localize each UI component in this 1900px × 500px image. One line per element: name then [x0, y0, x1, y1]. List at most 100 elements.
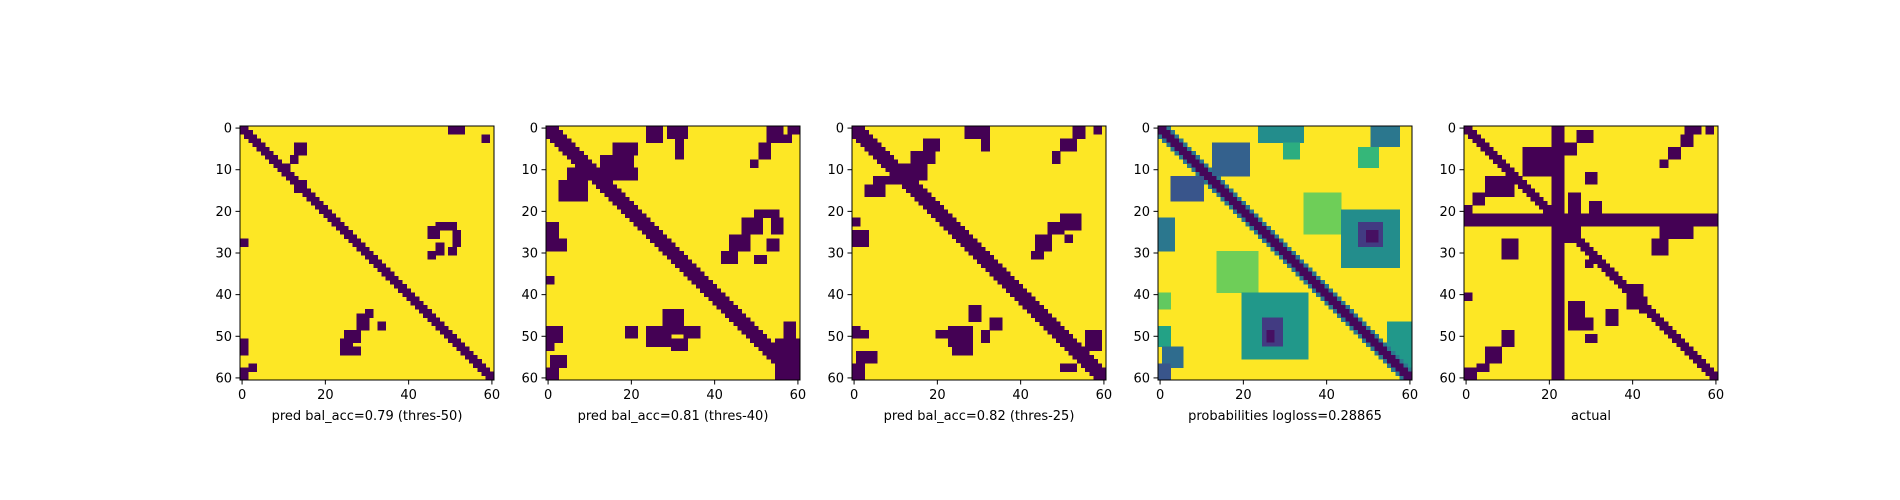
heatmap-cell	[981, 134, 986, 139]
heatmap-cell	[546, 234, 551, 239]
heatmap-cell	[1391, 213, 1396, 218]
heatmap-cell	[1270, 321, 1275, 327]
heatmap-cell	[1563, 217, 1569, 223]
heatmap-cell	[1307, 205, 1313, 210]
heatmap-cell	[1655, 317, 1661, 323]
heatmap-cell	[1166, 221, 1171, 227]
heatmap-cell	[1324, 209, 1330, 214]
heatmap-cell	[779, 126, 784, 131]
heatmap-cell	[1282, 342, 1288, 348]
heatmap-cell	[1568, 192, 1573, 198]
heatmap-cell	[554, 130, 559, 135]
heatmap-cell	[604, 155, 609, 160]
heatmap-cell	[1270, 138, 1275, 143]
heatmap-cell	[1341, 225, 1346, 231]
heatmap-cell	[1559, 346, 1565, 352]
heatmap-cell	[1505, 192, 1511, 198]
heatmap-cell	[1597, 205, 1602, 210]
heatmap-cell	[1262, 325, 1267, 331]
heatmap-cell	[1484, 192, 1490, 198]
heatmap-cell	[1378, 230, 1384, 235]
heatmap-cell	[1274, 338, 1280, 343]
heatmap-cell	[889, 167, 894, 173]
heatmap-cell	[1287, 130, 1292, 135]
heatmap-cell	[860, 142, 865, 148]
heatmap-cell	[729, 317, 734, 323]
heatmap-cell	[1237, 167, 1242, 173]
heatmap-cell	[1484, 363, 1490, 368]
heatmap-cell	[935, 209, 940, 214]
heatmap-cell	[1559, 155, 1565, 160]
heatmap-cell	[1312, 200, 1317, 206]
heatmap-cell	[766, 142, 772, 148]
heatmap-cell	[452, 246, 457, 252]
heatmap-cell	[770, 350, 776, 356]
heatmap-cell	[1228, 255, 1234, 260]
heatmap-cell	[1476, 363, 1481, 368]
heatmap-cell	[1382, 242, 1388, 248]
heatmap-cell	[775, 242, 780, 248]
heatmap-cell	[985, 134, 990, 139]
heatmap-cell	[658, 238, 663, 243]
heatmap-cell	[1593, 213, 1598, 218]
heatmap-cell	[1505, 221, 1511, 227]
heatmap-cell	[1382, 250, 1388, 256]
heatmap-cell	[1403, 371, 1409, 377]
heatmap-cell	[1559, 134, 1565, 139]
heatmap-cell	[670, 309, 676, 314]
y-tick-label: 30	[215, 247, 232, 262]
heatmap-cell	[729, 246, 734, 252]
heatmap-cell	[558, 138, 563, 143]
heatmap-cell	[897, 167, 903, 173]
heatmap-cell	[754, 213, 759, 218]
heatmap-cell	[1572, 205, 1577, 210]
heatmap-cell	[356, 317, 362, 323]
heatmap-cell	[872, 192, 878, 198]
heatmap-cell	[1278, 330, 1284, 335]
heatmap-cell	[1216, 142, 1221, 148]
heatmap-cell	[1399, 371, 1405, 377]
heatmap-cell	[1332, 205, 1338, 210]
heatmap-cell	[389, 280, 395, 285]
heatmap-cell	[1663, 325, 1669, 331]
heatmap-cell	[1162, 130, 1167, 135]
y-tick-label: 20	[1133, 205, 1150, 220]
heatmap-cell	[1262, 317, 1267, 323]
heatmap-cell	[1568, 309, 1573, 314]
heatmap-cell	[1559, 284, 1565, 289]
heatmap-cell	[550, 238, 555, 243]
heatmap-cell	[1399, 338, 1405, 343]
heatmap-cell	[922, 150, 928, 156]
heatmap-cell	[1568, 217, 1573, 223]
heatmap-cell	[1158, 246, 1163, 252]
heatmap-cell	[546, 130, 551, 135]
heatmap-cell	[431, 230, 437, 235]
heatmap-cell	[1555, 246, 1561, 252]
heatmap-cell	[791, 350, 797, 356]
heatmap-cell	[1257, 300, 1263, 306]
heatmap-cell	[294, 146, 299, 152]
heatmap-cell	[729, 305, 734, 310]
heatmap-cell	[691, 280, 697, 285]
heatmap-cell	[419, 309, 424, 314]
heatmap-cell	[1518, 175, 1523, 181]
heatmap-cell	[1484, 188, 1490, 193]
heatmap-cell	[910, 167, 915, 173]
heatmap-cell	[1349, 230, 1355, 235]
heatmap-cell	[248, 367, 253, 373]
heatmap-cell	[981, 330, 986, 335]
heatmap-cell	[1035, 246, 1040, 252]
heatmap-cell	[679, 138, 684, 143]
heatmap-cell	[729, 309, 734, 314]
heatmap-cell	[240, 371, 245, 377]
heatmap-cell	[1387, 259, 1392, 264]
heatmap-cell	[704, 288, 709, 293]
heatmap-cell	[1316, 288, 1321, 293]
heatmap-cell	[1199, 175, 1205, 181]
heatmap-cell	[1559, 171, 1565, 177]
heatmap-cell	[1555, 346, 1561, 352]
heatmap-cell	[1043, 309, 1049, 314]
heatmap-cell	[1501, 167, 1506, 173]
heatmap-cell	[1559, 309, 1565, 314]
heatmap-cell	[546, 126, 551, 131]
